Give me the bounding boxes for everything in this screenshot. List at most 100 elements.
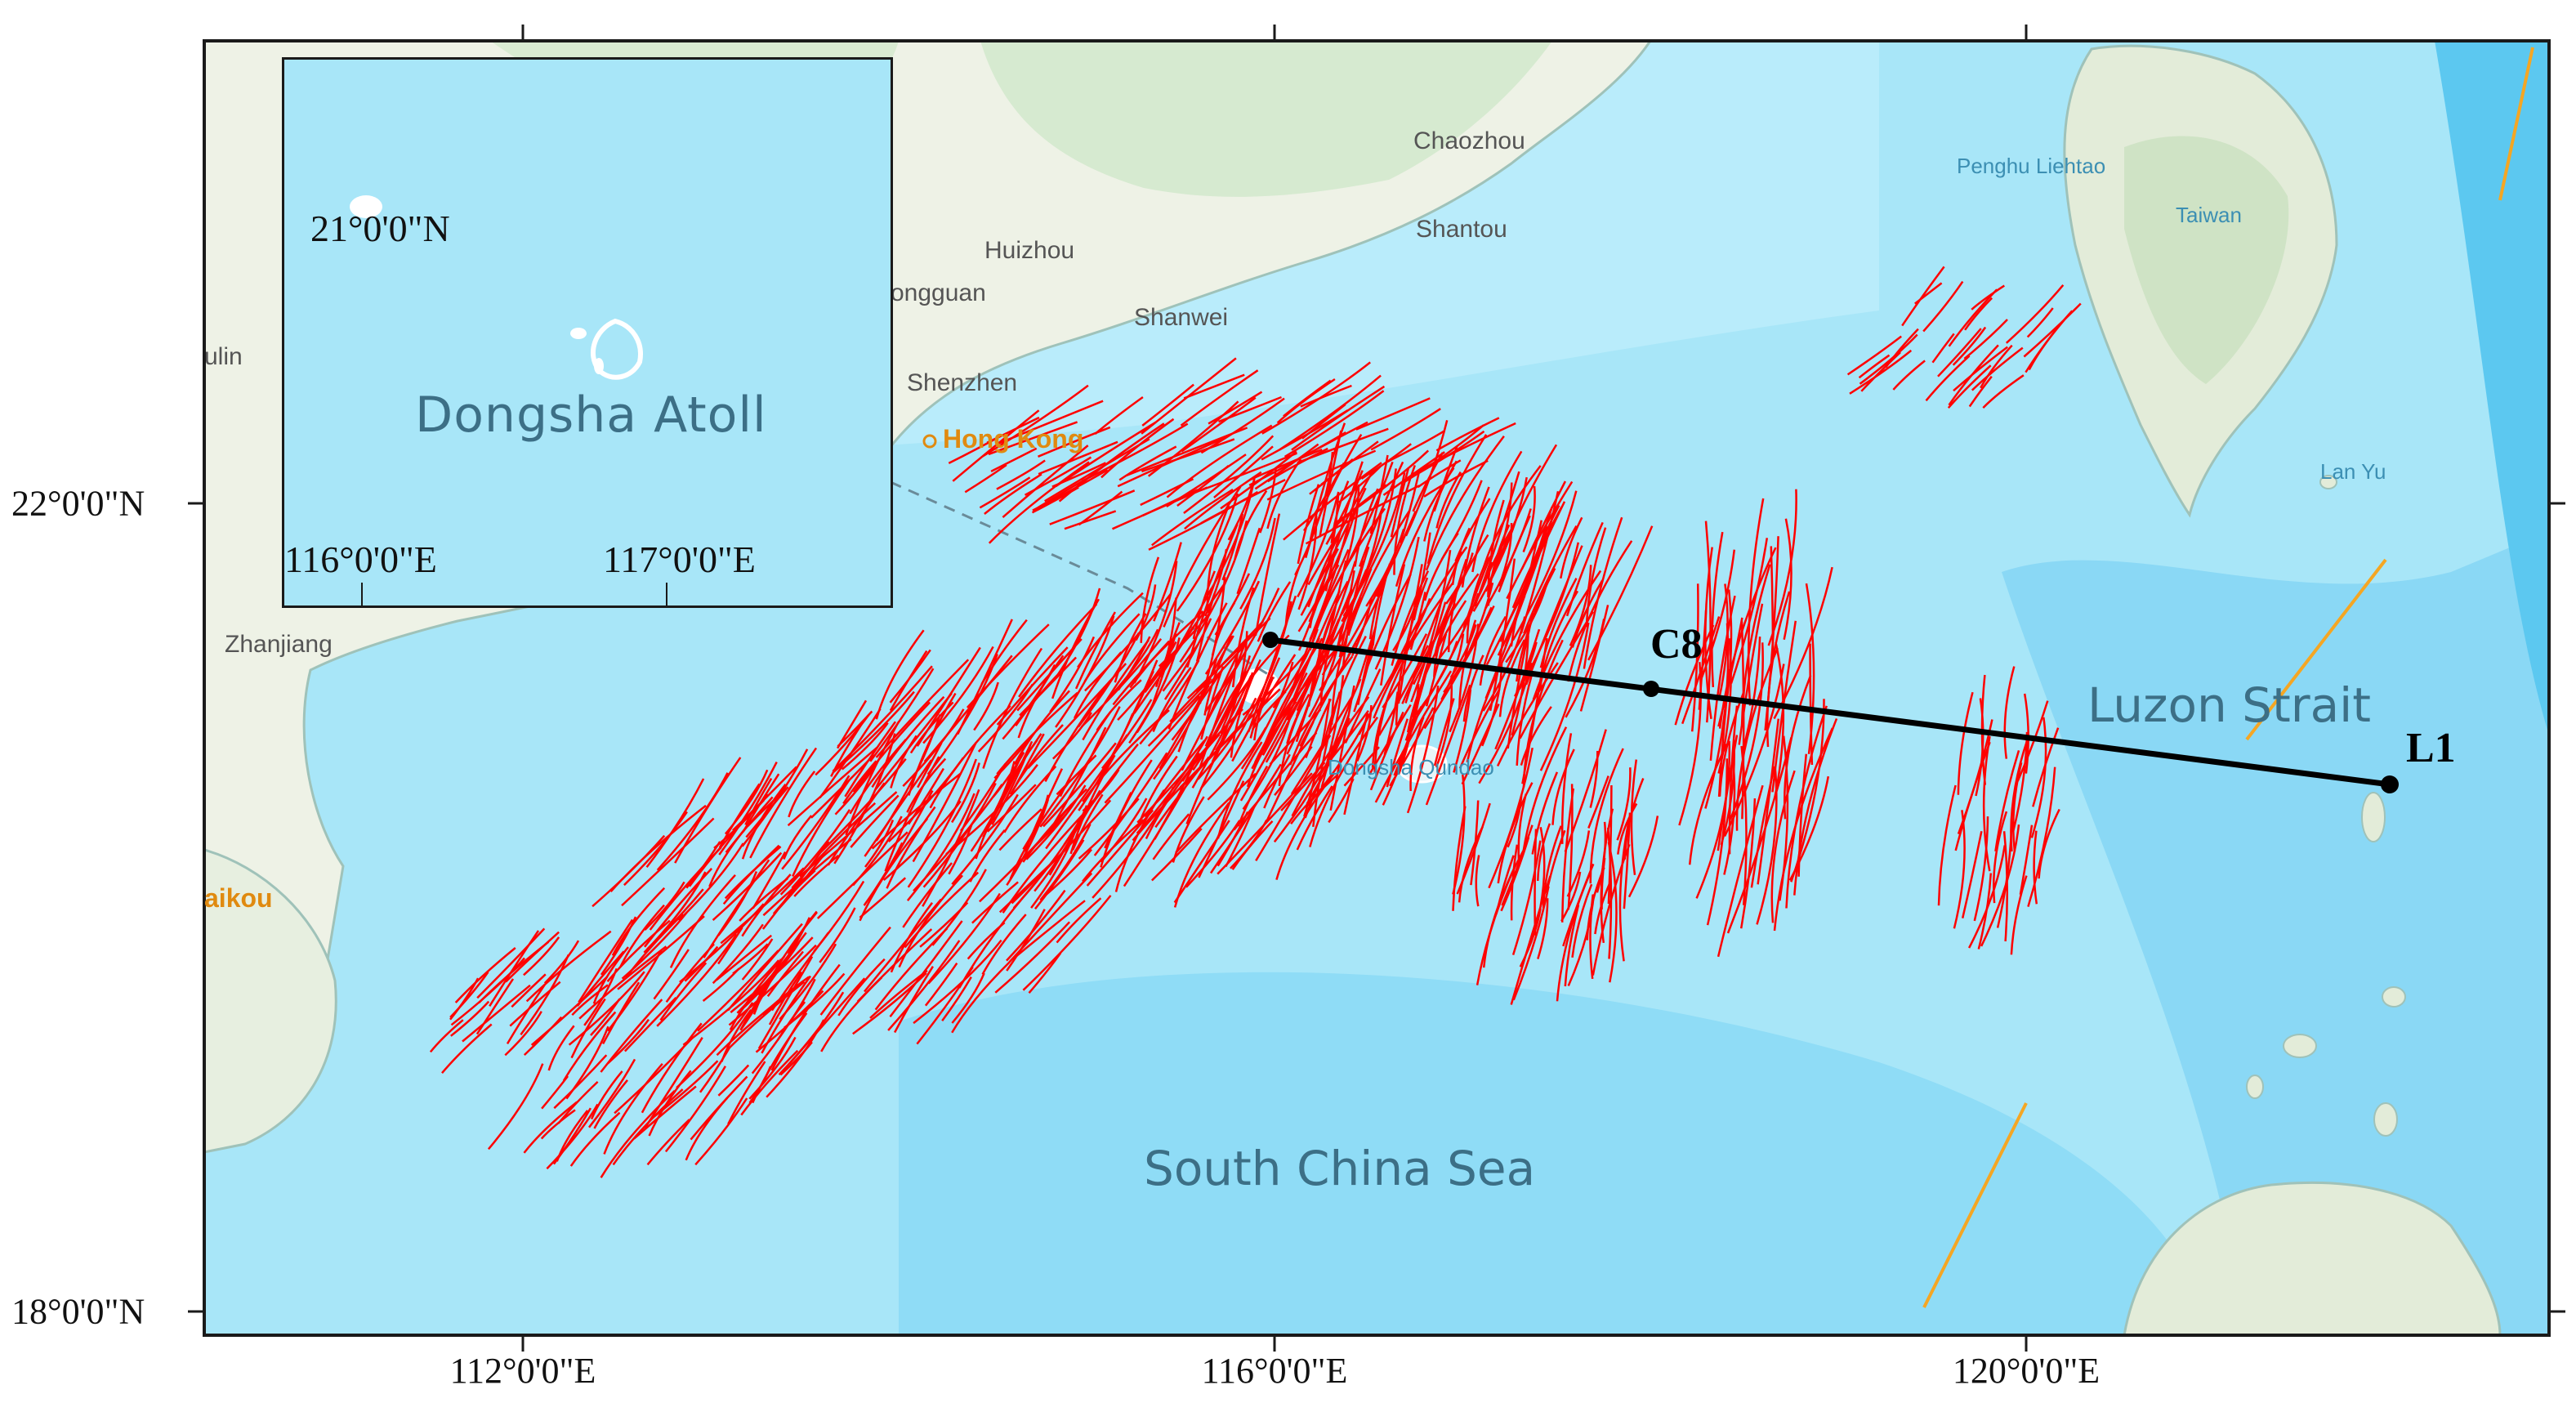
wave-crest-line: [1539, 826, 1546, 908]
wave-crest-line: [429, 1019, 464, 1053]
wave-crest-line: [998, 808, 1042, 851]
wave-crest-line: [1082, 709, 1170, 802]
wave-crest-line: [871, 772, 962, 850]
wave-crest-line: [981, 914, 1027, 976]
wave-crest-line: [1299, 641, 1357, 747]
transect-start-point: [1262, 632, 1279, 648]
wave-crest-line: [1200, 397, 1285, 454]
wave-crest-line: [1209, 763, 1282, 874]
wave-crest-line: [1009, 783, 1069, 880]
wave-crest-line: [1301, 403, 1346, 440]
island: [2319, 475, 2337, 489]
wave-crest-line: [523, 1101, 578, 1154]
wave-crest-line: [1343, 746, 1380, 787]
wave-crest-line: [1499, 584, 1529, 642]
wave-crest-line: [1162, 644, 1199, 692]
wave-crest-line: [819, 708, 882, 799]
label-haikou: aikou: [204, 883, 273, 913]
wave-crest-line: [1616, 767, 1632, 841]
wave-crest-line: [869, 668, 935, 762]
wave-crest-line: [1058, 422, 1165, 503]
wave-crest-line: [530, 976, 609, 1046]
wave-crest-line: [1560, 516, 1583, 579]
wave-crest-line: [788, 771, 816, 818]
wave-crest-line: [1507, 794, 1523, 848]
wave-crest-line: [902, 708, 965, 787]
wave-crest-line: [1980, 824, 2020, 947]
wave-crest-line: [1564, 905, 1580, 987]
wave-crest-line: [1028, 952, 1062, 994]
wave-crest-line: [1163, 485, 1242, 628]
wave-crest-line: [645, 778, 705, 869]
wave-crest-line: [1423, 532, 1459, 601]
wave-crest-line: [998, 849, 1066, 914]
wave-crest-line: [644, 868, 713, 948]
wave-crest-line: [601, 981, 641, 1044]
wave-crest-line: [1967, 845, 2007, 949]
wave-crest-line: [1283, 462, 1382, 541]
wave-crest-line: [1433, 534, 1489, 657]
wave-crest-line: [606, 919, 671, 982]
wave-crest-line: [2010, 739, 2029, 852]
deep-basin: [899, 972, 2206, 1335]
wave-crest-line: [1500, 837, 1530, 912]
wave-crest-line: [592, 946, 629, 1004]
wave-crest-line: [1343, 484, 1360, 569]
wave-crest-line: [1560, 733, 1573, 844]
wave-crest-line: [1892, 360, 1926, 391]
wave-crest-line: [864, 759, 933, 857]
wave-crest-line: [1200, 478, 1286, 525]
wave-crest-line: [1092, 786, 1175, 899]
wave-crest-line: [1319, 561, 1393, 691]
wave-crest-line: [852, 972, 927, 1035]
wave-crest-line: [2030, 717, 2047, 838]
wave-crest-line: [1382, 451, 1445, 496]
wave-crest-line: [1931, 333, 1955, 364]
inset-atoll-islet: [594, 358, 604, 374]
wave-crest-line: [1596, 821, 1607, 893]
wave-crest-line: [1172, 796, 1205, 863]
wave-crest-line: [1173, 820, 1230, 904]
wave-crest-line: [619, 904, 665, 967]
wave-crest-line: [1488, 747, 1534, 889]
wave-crest-line: [1330, 597, 1362, 725]
wave-crest-line: [1726, 736, 1792, 934]
wave-crest-line: [1261, 361, 1371, 435]
wave-crest-line: [1056, 897, 1102, 944]
wave-crest-line: [979, 476, 1031, 509]
wave-crest-line: [1498, 639, 1526, 717]
inset-island: [350, 195, 382, 218]
label-shantou: Shantou: [1416, 216, 1507, 243]
lat-label-18: 18°0'0"N: [11, 1291, 145, 1332]
wave-crest-line: [1793, 717, 1838, 896]
wave-crest-line: [674, 757, 742, 864]
label-station-c8: C8: [1650, 621, 1703, 668]
wave-crest-line: [676, 1002, 754, 1089]
wave-crest-line: [1056, 754, 1097, 796]
wave-crest-line: [1309, 458, 1354, 495]
wave-crest-line: [1242, 652, 1307, 716]
wave-crest-line: [1583, 516, 1623, 669]
wave-crest-line: [757, 955, 814, 1049]
map-frame: [203, 39, 2551, 1337]
label-shenzhen: Shenzhen: [907, 369, 1017, 396]
wave-crest-line: [1006, 909, 1046, 972]
wave-crest-line: [1971, 284, 2005, 311]
wave-crest-line: [1567, 784, 1574, 910]
wave-crest-line: [609, 804, 707, 893]
wave-crest-line: [506, 983, 547, 1045]
wave-crest-line: [1551, 748, 1575, 825]
wave-crest-line: [1305, 485, 1420, 545]
island: [2373, 1102, 2398, 1137]
wave-crest-line: [1100, 759, 1153, 868]
wave-crest-line: [1678, 662, 1702, 826]
wave-crest-line: [688, 799, 765, 887]
wave-crest-line: [1006, 889, 1066, 962]
wave-crest-line: [1718, 547, 1777, 729]
wave-crest-line: [1537, 823, 1551, 882]
wave-crest-line: [792, 780, 850, 878]
wave-crest-line: [2011, 762, 2023, 852]
wave-crest-line: [1953, 346, 2008, 392]
wave-crest-line: [1589, 748, 1624, 884]
wave-crest-line: [1774, 641, 1785, 798]
